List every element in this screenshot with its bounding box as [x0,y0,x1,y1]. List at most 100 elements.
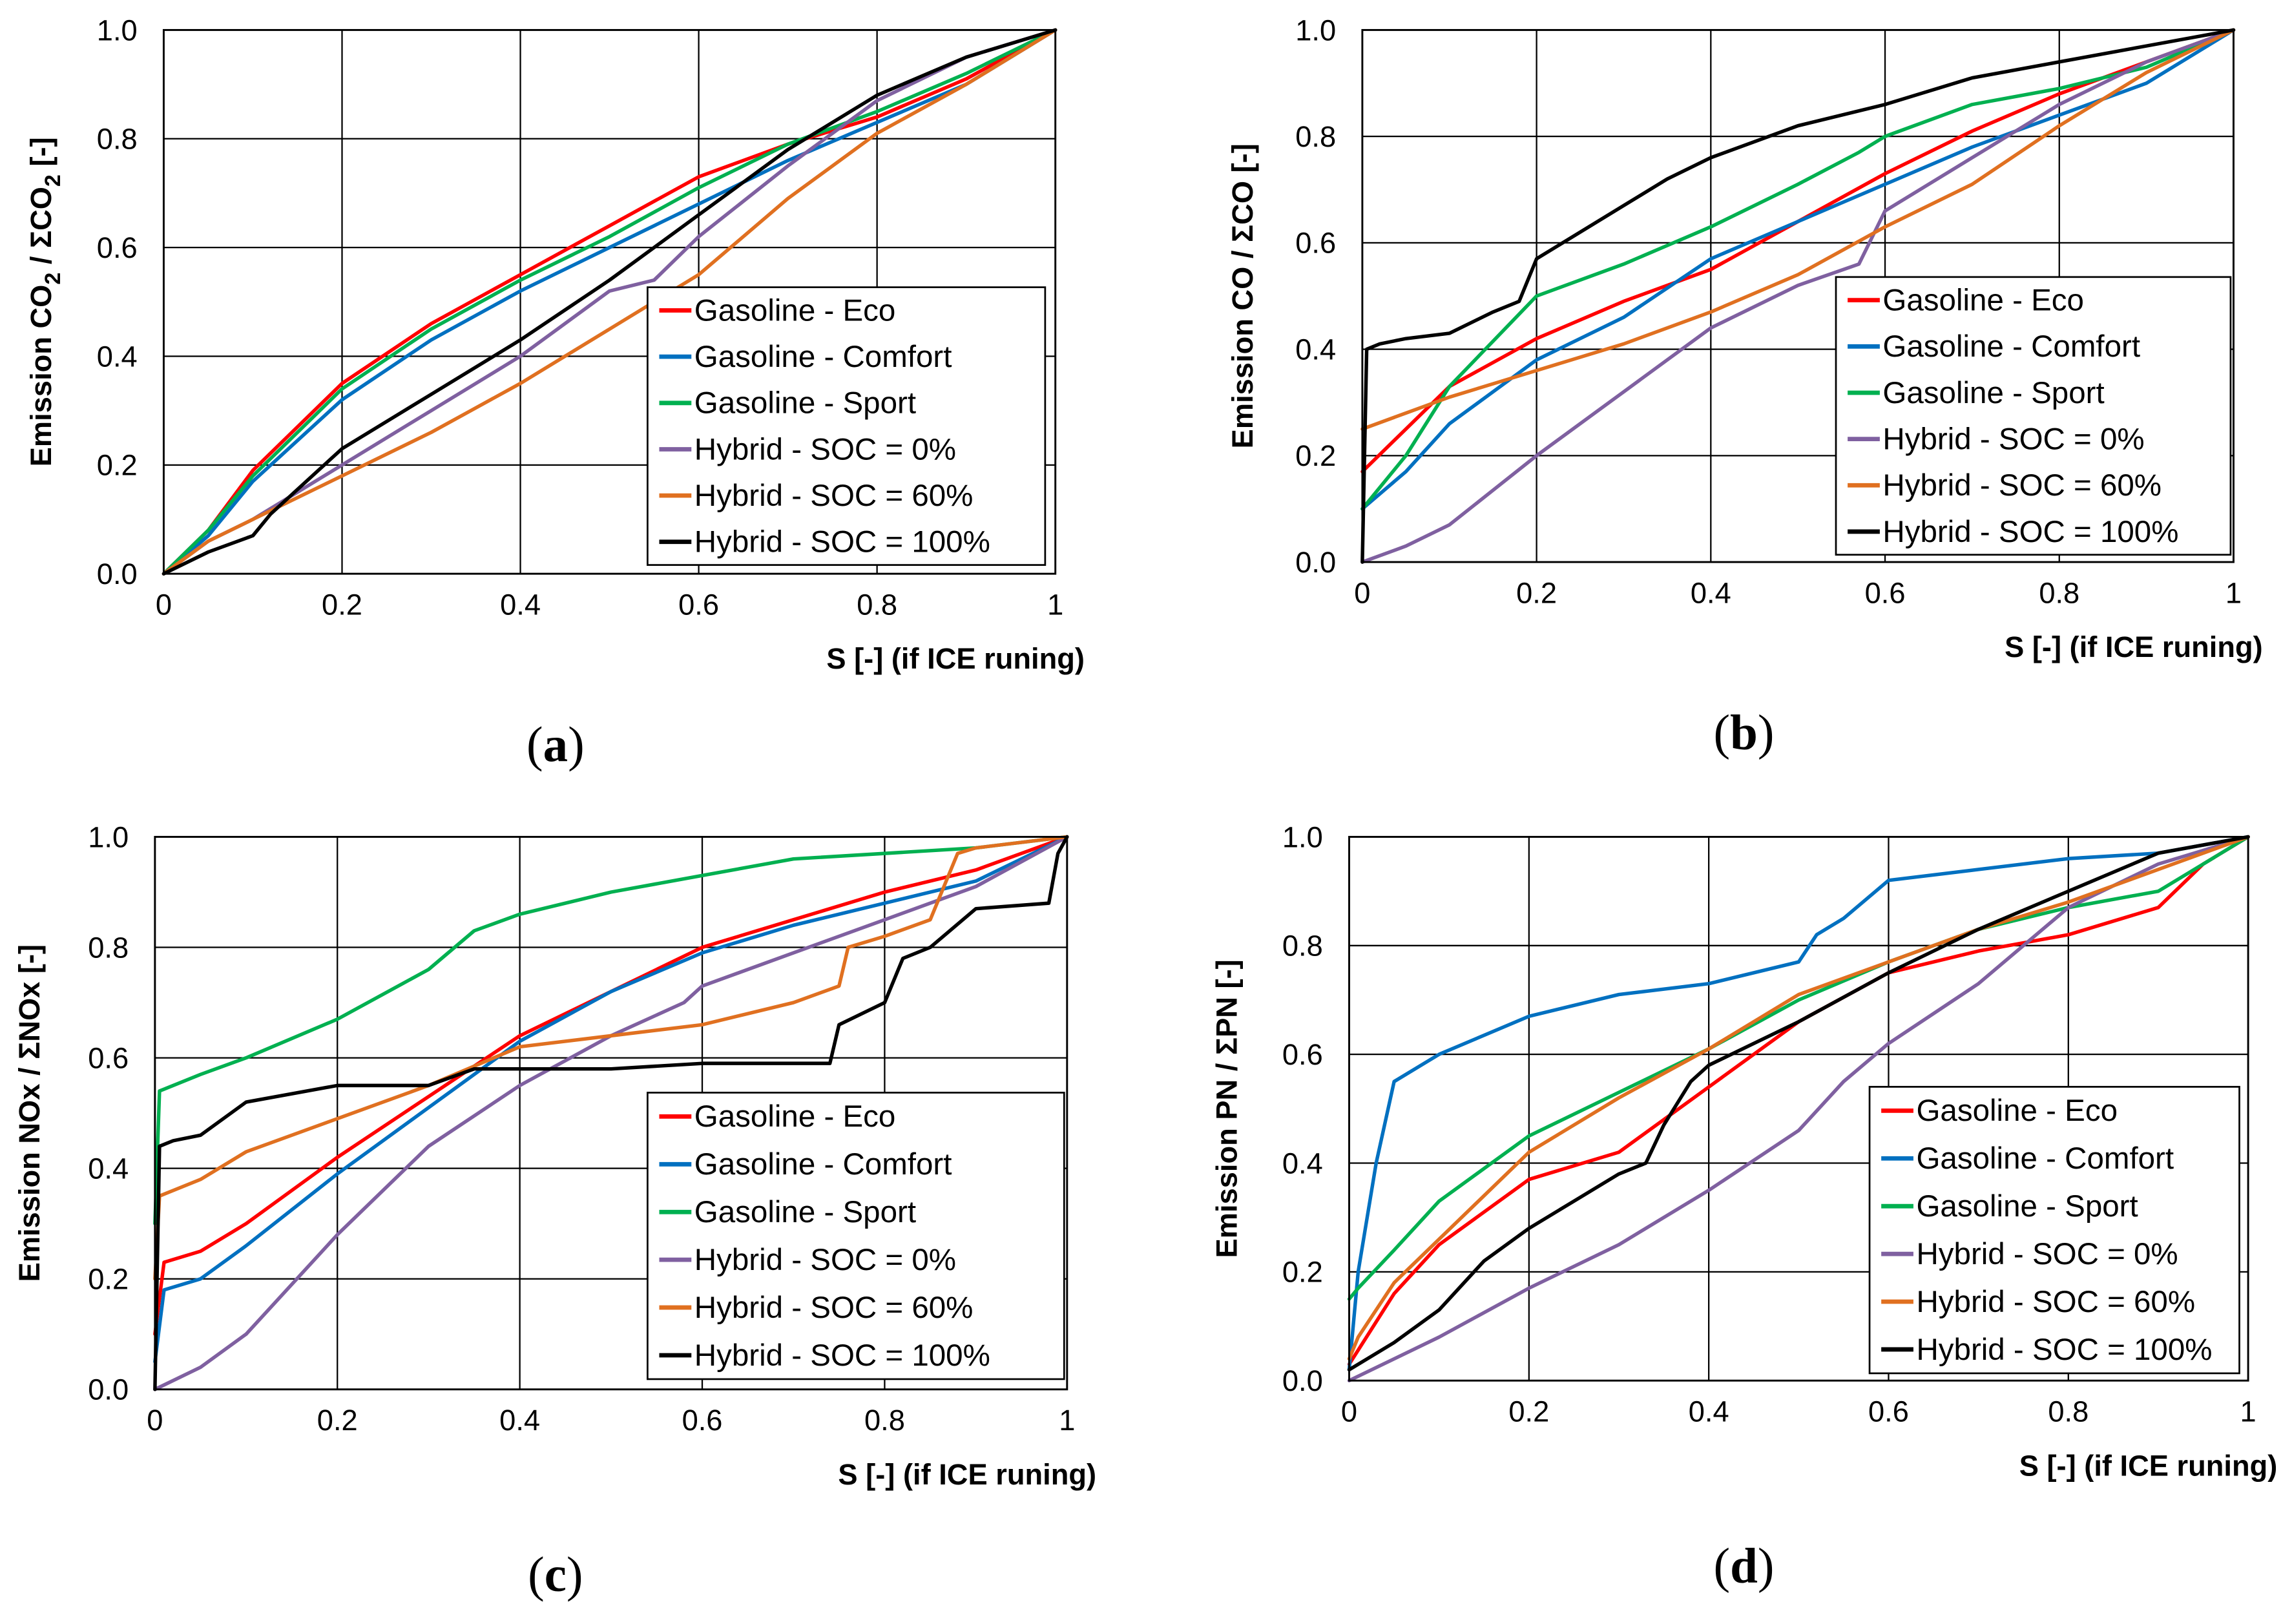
xtick-label-c: 0.8 [864,1404,905,1437]
legend-label-b-5: Hybrid - SOC = 100% [1882,515,2178,549]
caption-b: (b) [1713,705,1774,760]
series-line-d-5 [1347,835,2250,1372]
ytick-label-a: 0.2 [97,449,138,482]
ytick-label-d: 0.6 [1282,1038,1323,1071]
legend-label-b-2: Gasoline - Sport [1882,376,2104,410]
legend-label-a-2: Gasoline - Sport [694,386,916,421]
caption-c: (c) [528,1546,583,1602]
series-line-a-1 [161,28,1057,576]
series-line-b-1 [1360,28,2236,511]
xtick-label-a: 0.6 [678,588,719,621]
xtick-label-c: 1 [1059,1404,1075,1437]
xtick-label-a: 0 [156,588,172,621]
legend-label-c-0: Gasoline - Eco [694,1099,896,1134]
ytick-label-c: 0.2 [88,1263,129,1296]
xtick-label-d: 0.8 [2048,1395,2089,1428]
legend-label-c-4: Hybrid - SOC = 60% [694,1291,974,1325]
panel-c: Emission NOx / ΣNOx [-] 0 0.2 0.4 0.6 0.8 1 0.… [13,820,1096,1602]
xlabel-d: S [-] (if ICE runing) [2019,1449,2278,1482]
ytick-label-d: 1.0 [1282,820,1323,853]
xtick-label-a: 1 [1047,588,1063,621]
ytick-label-b: 0.8 [1295,120,1336,153]
caption-d: (d) [1713,1537,1774,1593]
series-line-d-4 [1347,835,2250,1361]
xlabel-c: S [-] (if ICE runing) [838,1458,1096,1491]
legend-label-b-1: Gasoline - Comfort [1882,329,2140,364]
ylabel-b: Emission CO / ΣCO [-] [1226,143,1259,448]
legend-box-c [647,1092,1065,1380]
series-line-c-5 [153,835,1069,1391]
caption-a: (a) [526,716,585,772]
legend-label-a-4: Hybrid - SOC = 60% [694,479,974,513]
ytick-label-a: 0.8 [97,123,138,156]
ytick-label-d: 0.4 [1282,1147,1323,1180]
xtick-label-a: 0.2 [322,588,362,621]
series-line-c-0 [153,835,1069,1336]
legend-label-b-4: Hybrid - SOC = 60% [1882,468,2162,503]
legend-label-d-0: Gasoline - Eco [1916,1094,2118,1128]
plot-frame-b [1361,28,2235,563]
series-line-b-0 [1360,28,2236,474]
panel-d: Emission PN / ΣPN [-] 0 0.2 0.4 0.6 0.8 1 0.0 0… [1210,820,2277,1593]
xtick-label-b: 1 [2225,576,2242,609]
legend-label-a-0: Gasoline - Eco [694,293,896,328]
ytick-label-c: 0.6 [88,1041,129,1074]
series-line-d-1 [1347,835,2250,1372]
legend-label-d-2: Gasoline - Sport [1916,1189,2138,1223]
xtick-label-c: 0 [147,1404,163,1437]
ytick-label-c: 0.0 [88,1373,129,1406]
xtick-label-c: 0.4 [499,1404,540,1437]
xtick-label-b: 0.2 [1516,576,1557,609]
legend-label-a-1: Gasoline - Comfort [694,340,952,374]
ytick-label-c: 0.4 [88,1152,129,1185]
legend-box-a [647,286,1047,566]
legend-label-d-3: Hybrid - SOC = 0% [1916,1237,2178,1271]
panel-b: Emission CO / ΣCO [-] 0 0.2 0.4 0.6 0.8 1 0.0 0… [1226,14,2263,760]
series-line-a-2 [161,28,1057,576]
plot-frame-d [1348,835,2249,1382]
legend-label-d-1: Gasoline - Comfort [1916,1141,2174,1176]
xtick-label-d: 1 [2240,1395,2256,1428]
xtick-label-b: 0 [1354,576,1370,609]
ytick-label-a: 0.0 [97,557,138,590]
xtick-label-d: 0.2 [1508,1395,1549,1428]
xtick-label-d: 0.6 [1868,1395,1909,1428]
series-line-b-3 [1360,28,2236,564]
ytick-label-c: 0.8 [88,931,129,964]
xtick-label-d: 0.4 [1689,1395,1729,1428]
xtick-label-d: 0 [1341,1395,1357,1428]
ytick-label-d: 0.2 [1282,1256,1323,1289]
series-line-b-4 [1360,28,2236,431]
ytick-label-b: 0.6 [1295,227,1336,260]
ytick-label-a: 1.0 [97,14,138,47]
ylabel-a: Emission CO2 / ΣCO2 [-] [25,137,65,466]
plot-frame-c [154,835,1068,1391]
xtick-label-c: 0.6 [682,1404,723,1437]
legend-label-d-4: Hybrid - SOC = 60% [1916,1285,2195,1319]
legend-label-c-3: Hybrid - SOC = 0% [694,1243,956,1277]
legend-label-c-1: Gasoline - Comfort [694,1147,952,1182]
ytick-label-b: 0.4 [1295,333,1336,366]
ylabel-d: Emission PN / ΣPN [-] [1210,959,1243,1258]
ytick-label-c: 1.0 [88,820,129,853]
series-line-d-0 [1347,835,2250,1366]
ylabel-c: Emission NOx / ΣNOx [-] [13,944,46,1282]
series-line-a-4 [161,28,1057,576]
series-line-c-1 [153,835,1069,1364]
series-line-c-2 [153,835,1069,1225]
ytick-label-d: 0.8 [1282,930,1323,963]
series-line-a-0 [161,28,1057,576]
legend-label-c-5: Hybrid - SOC = 100% [694,1338,990,1373]
ytick-label-b: 1.0 [1295,14,1336,47]
xtick-label-c: 0.2 [317,1404,358,1437]
series-line-b-5 [1360,28,2236,564]
legend-box-d [1868,1086,2240,1375]
legend-box-b [1835,276,2232,556]
legend-label-b-0: Gasoline - Eco [1882,283,2084,317]
ytick-label-a: 0.4 [97,340,138,373]
legend-label-a-5: Hybrid - SOC = 100% [694,525,990,559]
legend-label-a-3: Hybrid - SOC = 0% [694,432,956,466]
ytick-label-d: 0.0 [1282,1364,1323,1397]
series-line-a-5 [161,28,1057,576]
